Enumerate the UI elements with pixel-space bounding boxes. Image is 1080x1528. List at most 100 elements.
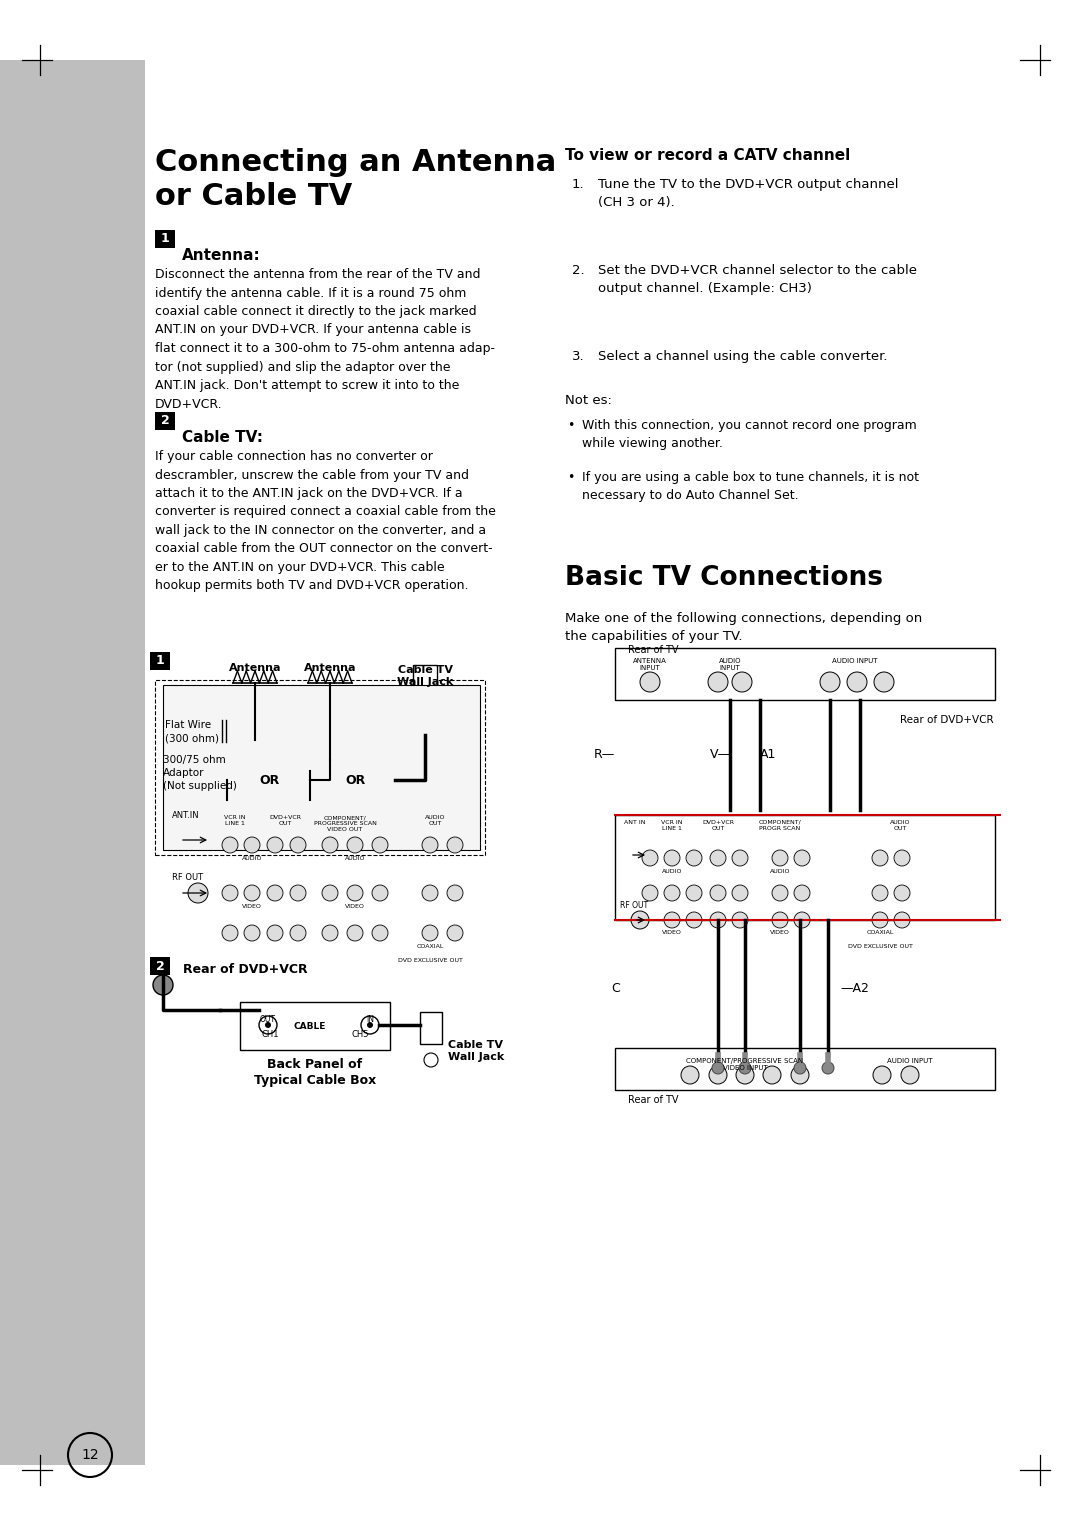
Circle shape (710, 912, 726, 927)
Circle shape (372, 885, 388, 902)
Text: Cable TV
Wall Jack: Cable TV Wall Jack (396, 665, 454, 688)
Text: ANT IN: ANT IN (624, 821, 646, 825)
Text: 300/75 ohm
Adaptor
(Not supplied): 300/75 ohm Adaptor (Not supplied) (163, 755, 237, 792)
Bar (420, 1012, 442, 1044)
Text: 2: 2 (161, 414, 170, 428)
Text: A1: A1 (760, 749, 777, 761)
Text: If you are using a cable box to tune channels, it is not
necessary to do Auto Ch: If you are using a cable box to tune cha… (582, 471, 919, 503)
Circle shape (794, 912, 810, 927)
Circle shape (244, 885, 260, 902)
Text: C: C (611, 981, 620, 995)
Circle shape (732, 885, 748, 902)
Circle shape (872, 885, 888, 902)
Text: •: • (567, 471, 575, 484)
Text: RF OUT: RF OUT (172, 874, 203, 883)
Circle shape (794, 850, 810, 866)
Circle shape (894, 912, 910, 927)
Text: RF OUT: RF OUT (620, 900, 648, 909)
Text: AUDIO INPUT: AUDIO INPUT (888, 1057, 933, 1063)
Circle shape (739, 1062, 751, 1074)
Text: AUDIO: AUDIO (662, 869, 683, 874)
Text: CABLE: CABLE (294, 1022, 326, 1031)
Text: VIDEO: VIDEO (662, 931, 681, 935)
Text: Disconnect the antenna from the rear of the TV and
identify the antenna cable. I: Disconnect the antenna from the rear of … (156, 267, 495, 411)
Circle shape (640, 672, 660, 692)
Circle shape (681, 1067, 699, 1083)
Circle shape (642, 850, 658, 866)
Circle shape (794, 1062, 806, 1074)
Circle shape (347, 837, 363, 853)
Circle shape (642, 885, 658, 902)
Circle shape (894, 885, 910, 902)
Circle shape (901, 1067, 919, 1083)
Circle shape (222, 924, 238, 941)
Circle shape (872, 912, 888, 927)
Text: AUDIO INPUT: AUDIO INPUT (833, 659, 878, 665)
Text: 12: 12 (81, 1449, 98, 1462)
Bar (413, 665, 437, 700)
Circle shape (392, 778, 399, 782)
Text: VCR IN
LINE 1: VCR IN LINE 1 (661, 821, 683, 831)
Text: Connecting an Antenna
or Cable TV: Connecting an Antenna or Cable TV (156, 148, 556, 211)
Bar (150, 652, 170, 669)
Text: VIDEO: VIDEO (770, 931, 789, 935)
Circle shape (664, 912, 680, 927)
Circle shape (447, 924, 463, 941)
Circle shape (267, 837, 283, 853)
Text: OR: OR (345, 773, 365, 787)
Text: —A2: —A2 (840, 981, 869, 995)
Bar (218, 766, 237, 779)
Text: DVD+VCR
OUT: DVD+VCR OUT (702, 821, 734, 831)
Text: VIDEO: VIDEO (242, 905, 262, 909)
Circle shape (772, 885, 788, 902)
Circle shape (291, 885, 306, 902)
Circle shape (244, 924, 260, 941)
Text: Cable TV:: Cable TV: (183, 429, 264, 445)
Text: VCR IN
LINE 1: VCR IN LINE 1 (225, 814, 246, 825)
Circle shape (822, 1062, 834, 1074)
Text: COMPONENT/
PROGRESSIVE SCAN
VIDEO OUT: COMPONENT/ PROGRESSIVE SCAN VIDEO OUT (313, 814, 377, 831)
Text: Antenna:: Antenna: (183, 248, 260, 263)
Circle shape (322, 924, 338, 941)
Bar (615, 814, 995, 920)
Circle shape (265, 1022, 271, 1028)
Text: Rear of TV: Rear of TV (627, 1096, 678, 1105)
Circle shape (664, 885, 680, 902)
Text: Flat Wire
(300 ohm): Flat Wire (300 ohm) (165, 720, 219, 743)
Text: 1.: 1. (572, 177, 584, 191)
Circle shape (894, 850, 910, 866)
Text: Rear of DVD+VCR: Rear of DVD+VCR (900, 715, 994, 724)
Circle shape (708, 1067, 727, 1083)
Circle shape (873, 1067, 891, 1083)
Bar (156, 231, 175, 248)
Text: 3.: 3. (572, 350, 584, 364)
Circle shape (791, 1067, 809, 1083)
Circle shape (712, 1062, 724, 1074)
Text: AUDIO: AUDIO (242, 856, 262, 860)
Text: Select a channel using the cable converter.: Select a channel using the cable convert… (598, 350, 888, 364)
Circle shape (222, 837, 238, 853)
Circle shape (267, 885, 283, 902)
Text: COMPONENT/
PROGR SCAN: COMPONENT/ PROGR SCAN (758, 821, 801, 831)
Circle shape (322, 885, 338, 902)
Circle shape (762, 1067, 781, 1083)
Bar (156, 413, 175, 429)
Text: AUDIO: AUDIO (345, 856, 365, 860)
Text: Rear of TV: Rear of TV (627, 645, 678, 656)
Text: •: • (567, 419, 575, 432)
Text: IN: IN (366, 1015, 374, 1024)
Bar (615, 648, 995, 700)
Bar (150, 957, 170, 975)
Text: AUDIO: AUDIO (770, 869, 791, 874)
Text: Tune the TV to the DVD+VCR output channel
(CH 3 or 4).: Tune the TV to the DVD+VCR output channe… (598, 177, 899, 209)
Circle shape (686, 912, 702, 927)
Text: DVD+VCR
OUT: DVD+VCR OUT (269, 814, 301, 825)
Text: Make one of the following connections, depending on
the capabilities of your TV.: Make one of the following connections, d… (565, 613, 922, 643)
Text: Rear of DVD+VCR: Rear of DVD+VCR (183, 963, 308, 976)
Text: CH5: CH5 (351, 1030, 368, 1039)
Circle shape (372, 837, 388, 853)
Text: Set the DVD+VCR channel selector to the cable
output channel. (Example: CH3): Set the DVD+VCR channel selector to the … (598, 264, 917, 295)
Circle shape (664, 850, 680, 866)
Circle shape (710, 885, 726, 902)
Text: R—: R— (594, 749, 615, 761)
